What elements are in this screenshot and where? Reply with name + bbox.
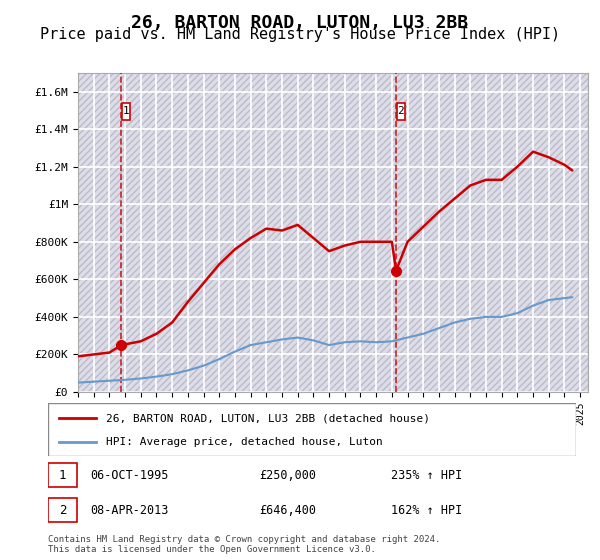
Text: 26, BARTON ROAD, LUTON, LU3 2BB: 26, BARTON ROAD, LUTON, LU3 2BB xyxy=(131,14,469,32)
Text: £250,000: £250,000 xyxy=(259,469,316,482)
Text: £646,400: £646,400 xyxy=(259,504,316,517)
Text: 26, BARTON ROAD, LUTON, LU3 2BB (detached house): 26, BARTON ROAD, LUTON, LU3 2BB (detache… xyxy=(106,413,430,423)
Text: 2: 2 xyxy=(397,106,404,116)
Text: 1: 1 xyxy=(122,106,130,116)
FancyBboxPatch shape xyxy=(48,463,77,487)
FancyBboxPatch shape xyxy=(397,102,405,119)
Text: HPI: Average price, detached house, Luton: HPI: Average price, detached house, Luto… xyxy=(106,436,383,446)
Text: Contains HM Land Registry data © Crown copyright and database right 2024.
This d: Contains HM Land Registry data © Crown c… xyxy=(48,535,440,554)
Text: 1: 1 xyxy=(59,469,66,482)
FancyBboxPatch shape xyxy=(122,102,130,119)
FancyBboxPatch shape xyxy=(48,403,576,456)
FancyBboxPatch shape xyxy=(48,498,77,522)
Text: Price paid vs. HM Land Registry's House Price Index (HPI): Price paid vs. HM Land Registry's House … xyxy=(40,27,560,42)
Text: 06-OCT-1995: 06-OCT-1995 xyxy=(90,469,169,482)
Text: 2: 2 xyxy=(59,504,66,517)
Text: 08-APR-2013: 08-APR-2013 xyxy=(90,504,169,517)
Text: 162% ↑ HPI: 162% ↑ HPI xyxy=(391,504,463,517)
Text: 235% ↑ HPI: 235% ↑ HPI xyxy=(391,469,463,482)
